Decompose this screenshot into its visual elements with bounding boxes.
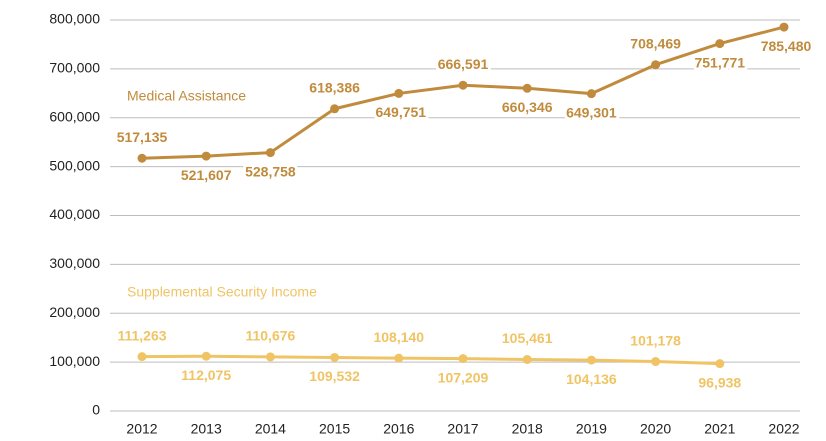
data-point bbox=[522, 83, 532, 93]
data-label: 785,480 bbox=[761, 38, 812, 54]
data-label: 110,676 bbox=[245, 328, 295, 344]
x-tick-label: 2021 bbox=[704, 421, 735, 437]
data-point bbox=[201, 151, 211, 161]
data-label: 649,301 bbox=[566, 104, 617, 120]
x-tick-label: 2012 bbox=[126, 421, 157, 437]
data-point bbox=[715, 359, 725, 369]
series-line bbox=[141, 354, 720, 366]
data-label: 108,140 bbox=[373, 329, 424, 345]
data-label: 649,751 bbox=[375, 104, 426, 120]
x-tick-label: 2013 bbox=[191, 421, 222, 437]
data-point bbox=[651, 60, 661, 70]
data-label: 666,591 bbox=[438, 56, 489, 72]
data-label: 112,075 bbox=[181, 367, 231, 383]
data-point bbox=[330, 104, 340, 114]
y-tick-label: 300,000 bbox=[49, 255, 100, 271]
data-point bbox=[651, 357, 661, 367]
data-label: 104,136 bbox=[566, 371, 617, 387]
y-tick-label: 400,000 bbox=[49, 206, 100, 222]
data-point bbox=[458, 80, 468, 90]
y-tick-label: 100,000 bbox=[49, 353, 100, 369]
y-tick-label: 200,000 bbox=[49, 304, 100, 320]
data-label: 521,607 bbox=[181, 167, 232, 183]
data-point bbox=[265, 148, 275, 158]
y-tick-label: 800,000 bbox=[49, 11, 100, 27]
data-label: 517,135 bbox=[117, 129, 168, 145]
data-label: 107,209 bbox=[438, 369, 489, 385]
data-label: 708,469 bbox=[630, 35, 681, 51]
data-label: 618,386 bbox=[309, 79, 360, 95]
y-tick-label: 700,000 bbox=[49, 60, 100, 76]
x-tick-label: 2016 bbox=[383, 421, 414, 437]
x-tick-label: 2022 bbox=[768, 421, 799, 437]
data-point bbox=[458, 354, 468, 364]
series-label: Supplemental Security Income bbox=[127, 284, 317, 300]
data-label: 101,178 bbox=[630, 332, 681, 348]
x-tick-label: 2018 bbox=[512, 421, 543, 437]
data-point bbox=[330, 352, 340, 362]
data-label: 751,771 bbox=[694, 54, 745, 70]
data-point bbox=[201, 351, 211, 361]
x-tick-label: 2014 bbox=[255, 421, 286, 437]
data-label: 109,532 bbox=[309, 368, 360, 384]
data-point bbox=[394, 353, 404, 363]
x-tick-label: 2019 bbox=[576, 421, 607, 437]
y-tick-label: 500,000 bbox=[49, 157, 100, 173]
x-tick-label: 2017 bbox=[447, 421, 478, 437]
data-label: 105,461 bbox=[502, 330, 553, 346]
data-point bbox=[137, 153, 147, 163]
x-tick-label: 2020 bbox=[640, 421, 671, 437]
data-label: 528,758 bbox=[245, 163, 296, 179]
data-point bbox=[779, 22, 789, 32]
y-tick-label: 0 bbox=[92, 402, 100, 418]
data-label: 111,263 bbox=[117, 327, 166, 343]
data-point bbox=[586, 89, 596, 99]
x-tick-label: 2015 bbox=[319, 421, 350, 437]
data-label: 660,346 bbox=[502, 99, 553, 115]
data-label: 96,938 bbox=[698, 374, 741, 390]
y-tick-label: 600,000 bbox=[49, 108, 100, 124]
data-point bbox=[394, 88, 404, 98]
data-point bbox=[137, 352, 147, 362]
data-point bbox=[265, 352, 275, 362]
data-point bbox=[522, 354, 532, 364]
data-point bbox=[715, 39, 725, 49]
data-point bbox=[586, 355, 596, 365]
series-label: Medical Assistance bbox=[127, 88, 246, 104]
